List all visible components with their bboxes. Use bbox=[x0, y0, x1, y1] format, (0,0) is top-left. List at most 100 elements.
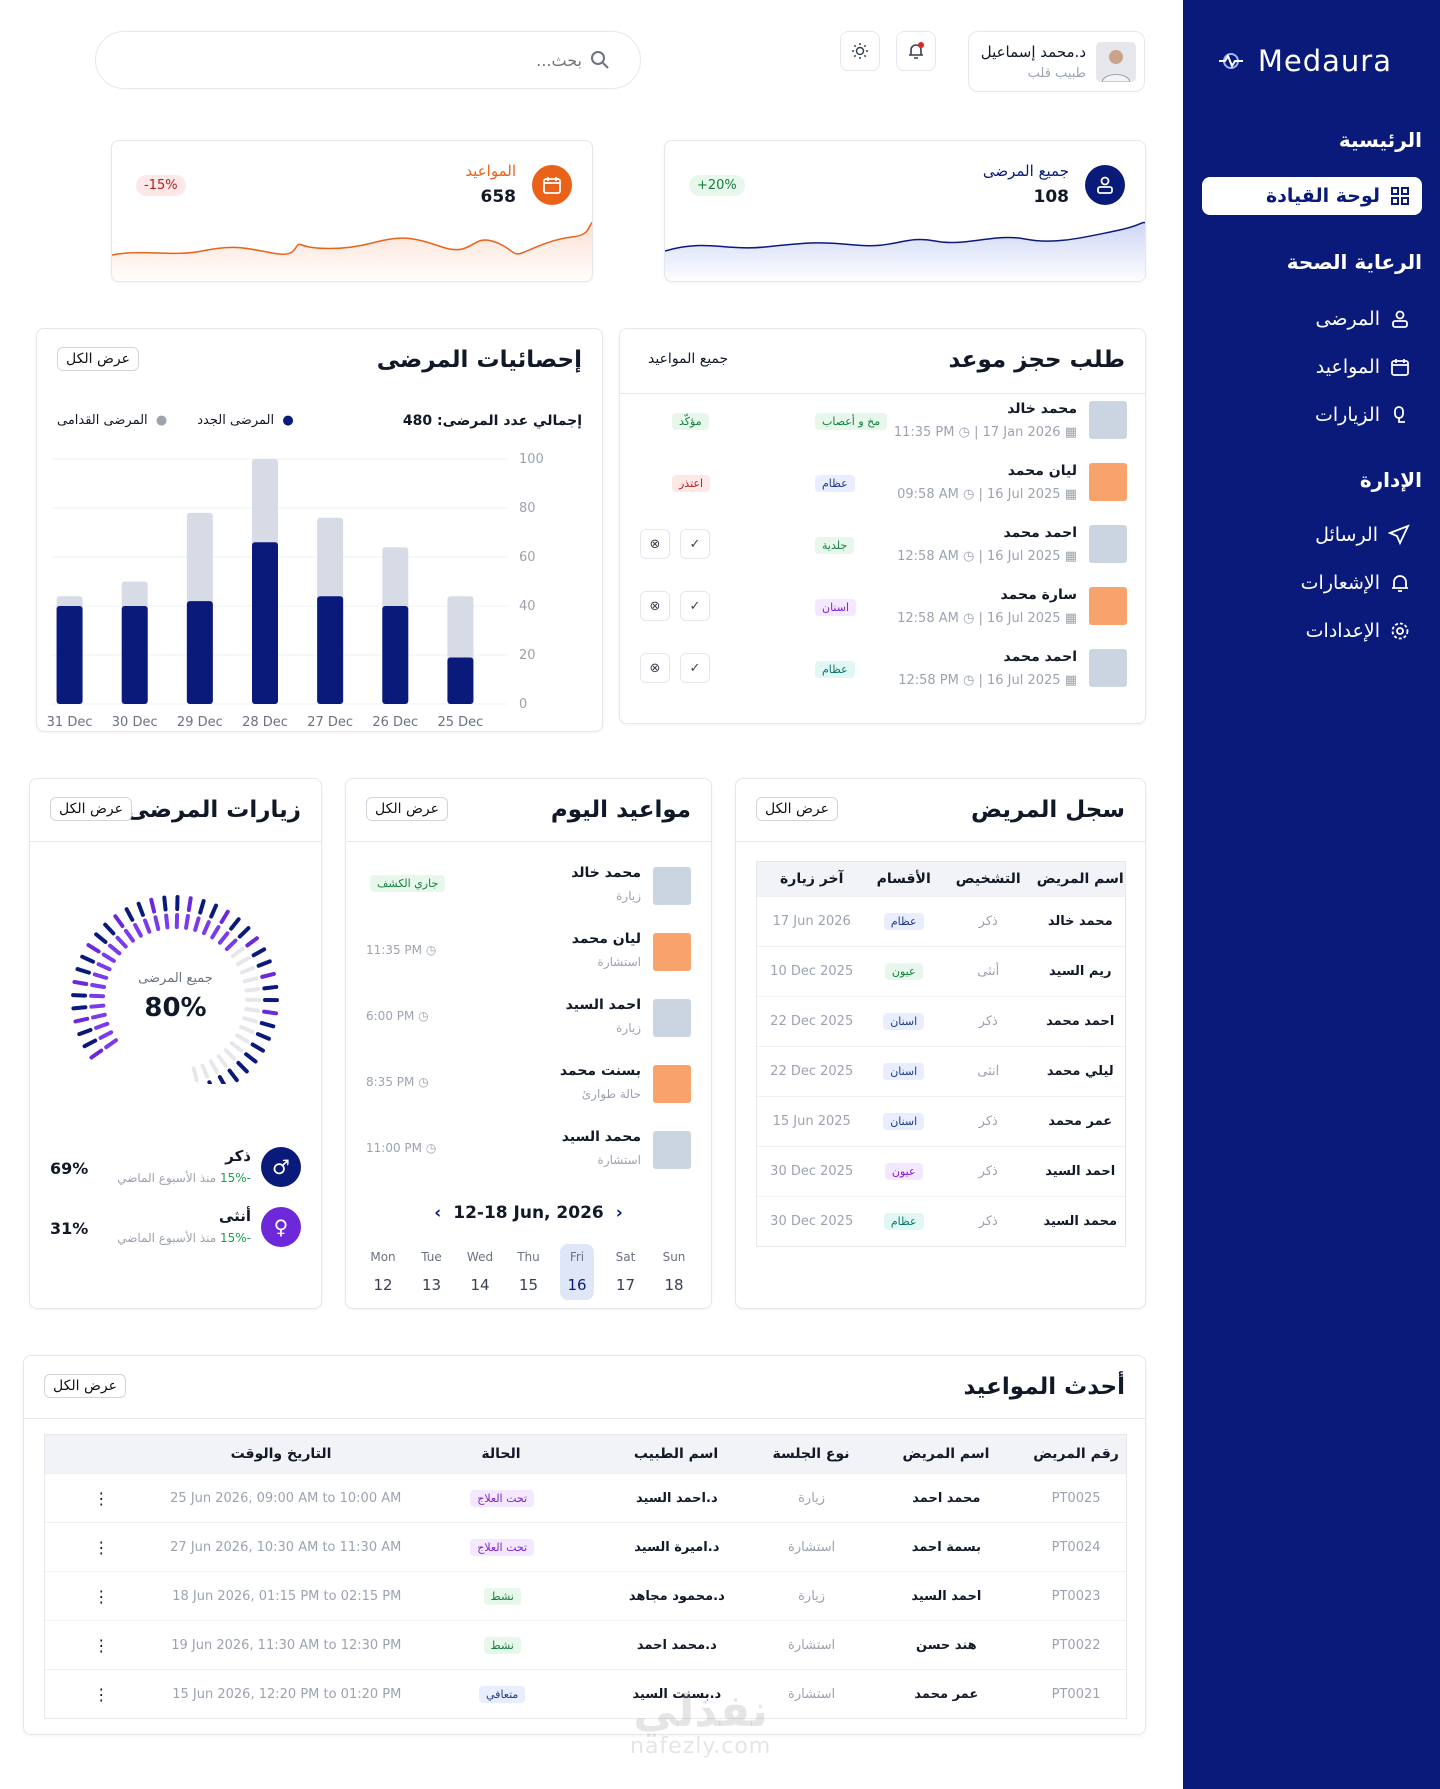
booking-patient-name: ليان محمد bbox=[1007, 463, 1077, 479]
day-mon[interactable]: Mon 12 bbox=[366, 1244, 400, 1300]
avatar bbox=[653, 1131, 691, 1169]
gauge-label: جميع المرضى bbox=[138, 971, 213, 986]
reject-button[interactable]: ⊗ bbox=[640, 591, 670, 621]
sidebar: Medaura الرئيسية لوحة القيادة الرعاية ال… bbox=[1183, 0, 1440, 1789]
brand[interactable]: Medaura bbox=[1216, 44, 1392, 78]
accept-button[interactable]: ✓ bbox=[680, 591, 710, 621]
status-badge: تحت العلاج bbox=[470, 1489, 535, 1507]
sidebar-item-appointments[interactable]: المواعيد bbox=[1316, 356, 1410, 378]
clock-icon: ◷ bbox=[418, 1075, 429, 1089]
status-badge: متعافي bbox=[479, 1685, 526, 1703]
column-header: الأقسام bbox=[876, 871, 931, 887]
appointment-row[interactable]: بسنت محمد حالة طوارئ 8:35 PM ◷ bbox=[346, 1059, 711, 1115]
user-name: د.محمد إسماعيل bbox=[980, 42, 1086, 61]
more-options-icon[interactable]: ⋮ bbox=[93, 1537, 110, 1557]
booking-datetime: 12:58 AM ◷ | 16 Jul 2025 ▦ bbox=[897, 611, 1077, 626]
more-options-icon[interactable]: ⋮ bbox=[93, 1586, 110, 1606]
department-cell: عظام bbox=[866, 1213, 941, 1230]
appointment-patient-name: بسنت محمد bbox=[559, 1063, 641, 1079]
chevron-left-icon[interactable]: ‹ bbox=[434, 1203, 442, 1223]
appointment-time: 8:35 PM ◷ bbox=[366, 1075, 429, 1089]
table-row[interactable]: احمد السيد ذكر عيون 30 Dec 2025 bbox=[757, 1146, 1125, 1196]
day-name: Wed bbox=[466, 1250, 494, 1264]
sidebar-item-notifications[interactable]: الإشعارات bbox=[1301, 572, 1410, 594]
view-all-button[interactable]: عرض الكل bbox=[57, 347, 139, 371]
appointment-row[interactable]: احمد السيد زيارة 6:00 PM ◷ bbox=[346, 993, 711, 1049]
table-row[interactable]: احمد محمد ذكر اسنان 22 Dec 2025 bbox=[757, 996, 1125, 1046]
table-row[interactable]: ليلي محمد انثى اسنان 22 Dec 2025 bbox=[757, 1046, 1125, 1096]
doctor-name: د.محمد احمد bbox=[636, 1637, 717, 1653]
table-row[interactable]: PT0021 عمر محمد استشارة د.بسنت السيد متعافي 1… bbox=[45, 1669, 1126, 1718]
table-row[interactable]: محمد خالد ذكر عظام 17 Jun 2026 bbox=[757, 896, 1125, 946]
send-icon bbox=[1388, 524, 1410, 546]
accept-button[interactable]: ✓ bbox=[680, 529, 710, 559]
male-percent: 69% bbox=[50, 1159, 89, 1178]
sidebar-item-visits[interactable]: الزيارات bbox=[1315, 404, 1410, 426]
sidebar-item-settings[interactable]: الإعدادات bbox=[1306, 620, 1410, 642]
table-row[interactable]: ريم السيد أنثى عيون 10 Dec 2025 bbox=[757, 946, 1125, 996]
divider bbox=[620, 393, 1145, 394]
sidebar-item-messages[interactable]: الرسائل bbox=[1315, 524, 1410, 546]
x-tick-label: 25 Dec bbox=[438, 715, 484, 729]
reject-button[interactable]: ⊗ bbox=[640, 653, 670, 683]
table-row[interactable]: PT0025 محمد احمد زيارة د.احمد السيد تحت العل… bbox=[45, 1473, 1126, 1522]
avatar bbox=[1089, 649, 1127, 687]
sidebar-item-patients[interactable]: المرضى bbox=[1315, 308, 1410, 330]
booking-filter-dropdown[interactable]: جميع المواعيد bbox=[648, 351, 729, 367]
day-sat[interactable]: Sat 17 bbox=[609, 1244, 643, 1300]
day-thu[interactable]: Thu 15 bbox=[512, 1244, 546, 1300]
more-options-icon[interactable]: ⋮ bbox=[93, 1488, 110, 1508]
view-all-button[interactable]: عرض الكل bbox=[366, 797, 448, 821]
doctor-name: د.اميرة السيد bbox=[634, 1539, 720, 1555]
more-options-icon[interactable]: ⋮ bbox=[93, 1635, 110, 1655]
avatar bbox=[653, 933, 691, 971]
table-row[interactable]: PT0023 احمد السيد زيارة د.محمود مجاهد نشط 18 … bbox=[45, 1571, 1126, 1620]
appointment-row[interactable]: محمد خالد زيارة جاري الكشف bbox=[346, 861, 711, 917]
table-row[interactable]: عمر محمد ذكر اسنان 15 Jun 2025 bbox=[757, 1096, 1125, 1146]
appointment-patient-name: احمد السيد bbox=[565, 997, 641, 1013]
table-row[interactable]: PT0022 هند حسن استشارة د.محمد احمد نشط 19 Jun… bbox=[45, 1620, 1126, 1669]
status-badge: نشط bbox=[483, 1587, 521, 1605]
view-all-button[interactable]: عرض الكل bbox=[50, 797, 132, 821]
day-fri[interactable]: Fri 16 bbox=[560, 1244, 594, 1300]
gauge-tick bbox=[162, 895, 168, 912]
search-bar[interactable] bbox=[95, 31, 641, 89]
day-sun[interactable]: Sun 18 bbox=[657, 1244, 691, 1300]
reject-button[interactable]: ⊗ bbox=[640, 529, 670, 559]
search-icon bbox=[591, 51, 609, 69]
more-options-icon[interactable]: ⋮ bbox=[93, 1684, 110, 1704]
date-time: 19 Jun 2026, 11:30 AM to 12:30 PM bbox=[171, 1637, 402, 1653]
divider bbox=[736, 841, 1145, 842]
search-input[interactable] bbox=[282, 50, 582, 70]
appointment-row[interactable]: محمد السيد استشارة 11:00 PM ◷ bbox=[346, 1125, 711, 1181]
chevron-right-icon[interactable]: › bbox=[615, 1203, 623, 1223]
table-row[interactable]: PT0024 بسمة احمد استشارة د.اميرة السيد تحت ا… bbox=[45, 1522, 1126, 1571]
department-badge: اسنان bbox=[815, 599, 857, 616]
view-all-button[interactable]: عرض الكل bbox=[756, 797, 838, 821]
avatar bbox=[1089, 587, 1127, 625]
view-all-button[interactable]: عرض الكل bbox=[44, 1374, 126, 1398]
sidebar-item-dashboard[interactable]: لوحة القيادة bbox=[1202, 177, 1422, 215]
appointment-row[interactable]: ليان محمد استشارة 11:35 PM ◷ bbox=[346, 927, 711, 983]
gauge-tick bbox=[208, 1059, 219, 1074]
theme-toggle-button[interactable] bbox=[840, 31, 880, 71]
user-profile[interactable]: د.محمد إسماعيل طبيب قلب bbox=[968, 31, 1145, 92]
last-visit: 10 Dec 2025 bbox=[770, 964, 854, 979]
clock-icon: ◷ bbox=[425, 1141, 437, 1155]
patient-id: PT0024 bbox=[1051, 1539, 1101, 1555]
date-time: 18 Jun 2026, 01:15 PM to 02:15 PM bbox=[172, 1588, 402, 1604]
calendar-icon bbox=[532, 165, 572, 205]
gauge-tick bbox=[80, 954, 96, 964]
accept-button[interactable]: ✓ bbox=[680, 653, 710, 683]
gauge-tick bbox=[217, 931, 230, 945]
y-tick-label: 40 bbox=[519, 599, 536, 614]
booking-row: احمد محمد 12:58 PM ◷ | 16 Jul 2025 ▦ عظام ✓… bbox=[620, 649, 1145, 707]
gauge-tick bbox=[200, 1063, 210, 1079]
table-row[interactable]: محمد السيد ذكر عظام 30 Dec 2025 bbox=[757, 1196, 1125, 1246]
gauge-tick bbox=[207, 1080, 213, 1084]
patient-bar-chart: 0 20 40 60 80 100 31 Dec 30 Dec 29 Dec 28 Dec 27 D… bbox=[47, 452, 544, 729]
day-wed[interactable]: Wed 14 bbox=[463, 1244, 497, 1300]
department-badge: جلدية bbox=[815, 537, 855, 554]
day-tue[interactable]: Tue 13 bbox=[415, 1244, 449, 1300]
notifications-button[interactable] bbox=[896, 31, 936, 71]
